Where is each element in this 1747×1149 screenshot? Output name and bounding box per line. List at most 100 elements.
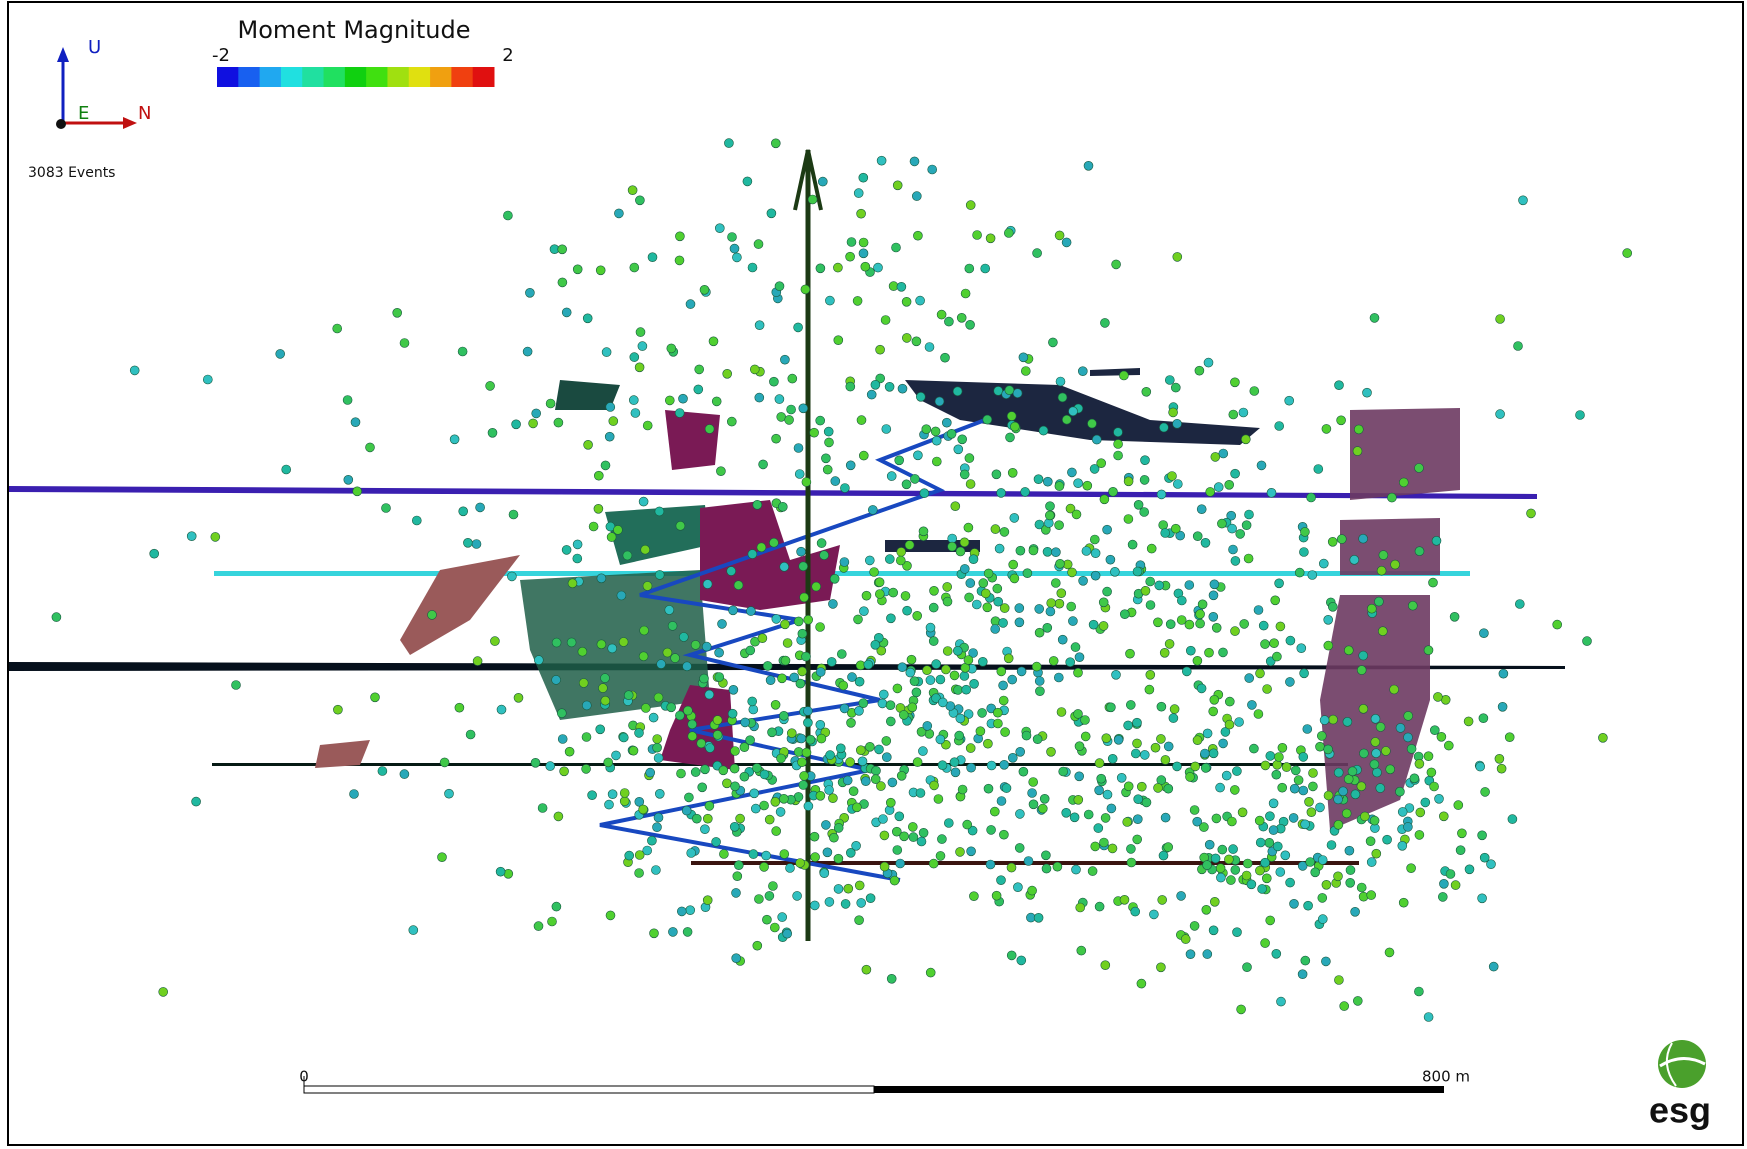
event: [918, 747, 927, 756]
event: [779, 711, 788, 720]
event: [509, 510, 518, 519]
event: [679, 633, 688, 642]
event: [1249, 744, 1258, 753]
event: [663, 648, 672, 657]
event: [795, 470, 804, 479]
event: [1209, 926, 1218, 935]
event: [991, 625, 1000, 634]
event: [1299, 548, 1308, 557]
event: [1211, 854, 1220, 863]
event: [1346, 878, 1355, 887]
event: [829, 833, 838, 842]
event: [749, 850, 758, 859]
event: [1344, 646, 1353, 655]
event: [1091, 571, 1100, 580]
event: [691, 768, 700, 777]
event: [1022, 731, 1031, 740]
event: [1099, 621, 1108, 630]
event: [1306, 858, 1315, 867]
event: [1225, 480, 1234, 489]
event: [1090, 535, 1099, 544]
event: [779, 794, 788, 803]
event: [778, 913, 787, 922]
event: [1242, 521, 1251, 530]
event: [765, 891, 774, 900]
event: [1439, 879, 1448, 888]
event: [820, 551, 829, 560]
event: [889, 588, 898, 597]
event: [733, 872, 742, 881]
event: [804, 615, 813, 624]
event: [1415, 547, 1424, 556]
event: [799, 404, 808, 413]
event: [1114, 735, 1123, 744]
event: [567, 638, 576, 647]
event: [1032, 662, 1041, 671]
event: [400, 770, 409, 779]
event: [800, 771, 809, 780]
event: [1216, 873, 1225, 882]
event: [1196, 619, 1205, 628]
event: [876, 345, 885, 354]
event: [1075, 772, 1084, 781]
event: [723, 369, 732, 378]
event: [1015, 843, 1024, 852]
event: [694, 385, 703, 394]
event: [1226, 876, 1235, 885]
event: [1228, 524, 1237, 533]
event: [1276, 622, 1285, 631]
event: [1225, 720, 1234, 729]
event: [901, 591, 910, 600]
event: [276, 349, 285, 358]
event: [1156, 963, 1165, 972]
event: [1029, 546, 1038, 555]
event: [1193, 656, 1202, 665]
event: [1307, 493, 1316, 502]
event: [1399, 478, 1408, 487]
event: [992, 891, 1001, 900]
event: [1383, 835, 1392, 844]
event: [719, 766, 728, 775]
event: [897, 547, 906, 556]
event: [1013, 389, 1022, 398]
event: [1173, 480, 1182, 489]
event: [1131, 749, 1140, 758]
event: [1039, 426, 1048, 435]
event: [834, 336, 843, 345]
event: [1334, 872, 1343, 881]
event: [1106, 555, 1115, 564]
event: [1258, 884, 1267, 893]
event: [702, 642, 711, 651]
event: [667, 344, 676, 353]
event: [554, 418, 563, 427]
event: [1351, 907, 1360, 916]
event: [802, 652, 811, 661]
event: [759, 460, 768, 469]
event: [749, 705, 758, 714]
event: [1424, 646, 1433, 655]
event: [629, 396, 638, 405]
event: [886, 798, 895, 807]
event: [676, 521, 685, 530]
event: [846, 758, 855, 767]
event: [1464, 717, 1473, 726]
event: [966, 480, 975, 489]
event: [953, 646, 962, 655]
event: [806, 735, 815, 744]
event: [1435, 794, 1444, 803]
event: [1146, 577, 1155, 586]
event: [1372, 749, 1381, 758]
event: [846, 252, 855, 261]
event: [1075, 742, 1084, 751]
event: [1191, 762, 1200, 771]
event: [1126, 700, 1135, 709]
event: [983, 415, 992, 424]
event: [916, 392, 925, 401]
event: [755, 321, 764, 330]
event: [605, 800, 614, 809]
event: [350, 790, 359, 799]
event: [880, 862, 889, 871]
event: [1126, 844, 1135, 853]
event: [1133, 739, 1142, 748]
event: [582, 764, 591, 773]
